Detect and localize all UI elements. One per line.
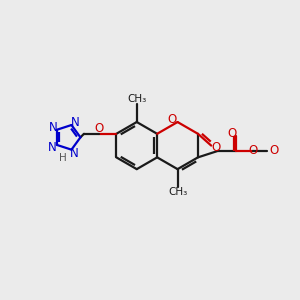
Text: N: N	[71, 116, 80, 129]
Text: O: O	[168, 113, 177, 126]
Text: N: N	[48, 141, 57, 154]
Text: H: H	[59, 154, 67, 164]
Text: N: N	[49, 121, 57, 134]
Text: O: O	[94, 122, 104, 135]
Text: O: O	[227, 127, 236, 140]
Text: O: O	[212, 141, 221, 154]
Text: N: N	[70, 147, 79, 160]
Text: O: O	[269, 144, 278, 158]
Text: CH₃: CH₃	[168, 187, 187, 197]
Text: O: O	[249, 144, 258, 158]
Text: CH₃: CH₃	[127, 94, 146, 104]
